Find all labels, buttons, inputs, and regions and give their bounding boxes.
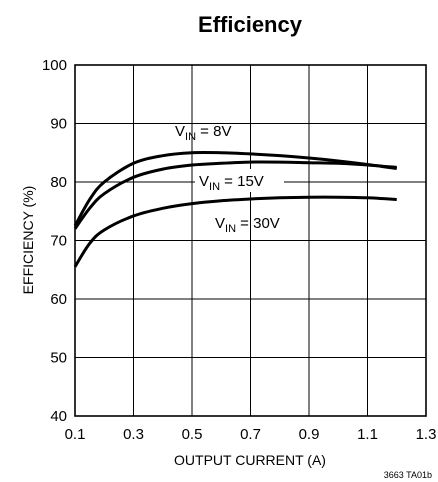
x-tick-label-4: 0.9: [299, 426, 320, 443]
y-tick-labels: 40 50 60 70 80 90 100: [42, 57, 67, 425]
y-tick-label-0: 40: [50, 408, 67, 425]
y-tick-label-1: 50: [50, 350, 67, 367]
annotation-vin-30v-v: V: [215, 215, 225, 232]
annotation-vin-8v-sub: IN: [185, 131, 196, 143]
series-lines: [73, 150, 397, 268]
x-tick-label-0: 0.1: [65, 426, 86, 443]
series-line-vin-15v: [73, 160, 397, 230]
annotation-vin-15v-backing: [195, 169, 284, 192]
annotation-vin-8v-rest: = 8V: [196, 123, 231, 140]
x-tick-labels: 0.1 0.3 0.5 0.7 0.9 1.1 1.3: [65, 426, 437, 443]
annotation-vin-15v-v: V: [199, 173, 209, 190]
y-tick-label-2: 60: [50, 291, 67, 308]
x-tick-label-5: 1.1: [357, 426, 378, 443]
y-tick-label-3: 70: [50, 233, 67, 250]
annotation-vin-8v-v: V: [175, 123, 185, 140]
annotation-vin-15v-rest: = 15V: [220, 173, 264, 190]
x-tick-label-3: 0.7: [240, 426, 261, 443]
x-tick-label-1: 0.3: [123, 426, 144, 443]
annotation-vin-8v: VIN = 8V: [175, 123, 231, 143]
chart-title: Efficiency: [198, 12, 303, 37]
x-axis-label: OUTPUT CURRENT (A): [174, 452, 326, 468]
series-line-vin-8v: [73, 150, 397, 227]
y-axis-label: EFFICIENCY (%): [20, 186, 36, 295]
x-tick-label-2: 0.5: [182, 426, 203, 443]
y-tick-label-6: 100: [42, 57, 67, 74]
annotation-vin-15v-sub: IN: [209, 181, 220, 193]
annotation-vin-30v-rest: = 30V: [236, 215, 280, 232]
annotation-vin-30v-sub: IN: [225, 223, 236, 235]
series-line-vin-30v: [73, 195, 397, 268]
x-tick-label-6: 1.3: [416, 426, 437, 443]
y-tick-label-5: 90: [50, 116, 67, 133]
plot-frame: [74, 64, 427, 417]
annotation-vin-30v: VIN = 30V: [215, 215, 280, 235]
y-tick-label-4: 80: [50, 174, 67, 191]
figure-code: 3663 TA01b: [384, 470, 432, 480]
annotation-vin-15v: VIN = 15V: [199, 173, 264, 193]
